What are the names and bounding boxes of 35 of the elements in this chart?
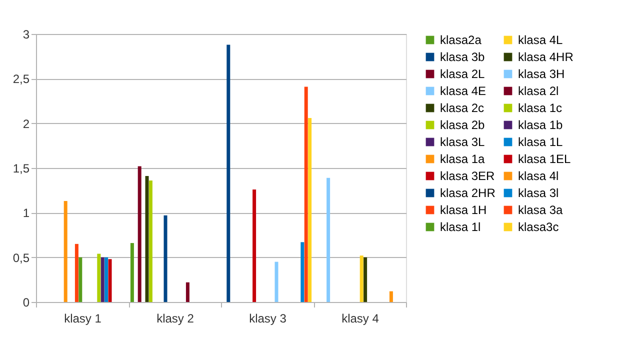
legend-label: klasa 2c: [440, 101, 484, 115]
legend-label: klasa 2b: [440, 118, 486, 132]
x-tick-label: klasy 3: [249, 312, 287, 326]
legend-label: klasa 1c: [518, 101, 562, 115]
legend-label: klasa 3l: [518, 186, 559, 200]
y-tick-label: 3: [22, 28, 30, 42]
legend-label: klasa 2HR: [440, 186, 496, 200]
legend-label: klasa 1EL: [518, 152, 572, 166]
y-tick-label: 2,5: [12, 72, 30, 86]
y-tick-label: 1: [22, 206, 30, 220]
y-tick-label: 1,5: [12, 162, 30, 176]
legend-label: klasa 3L: [440, 135, 486, 149]
legend-label: klasa 4E: [440, 84, 486, 98]
x-tick-label: klasy 1: [64, 312, 102, 326]
legend-label: klasa 1L: [518, 135, 564, 149]
legend-label: klasa 2L: [440, 67, 486, 81]
legend-label: klasa 1l: [440, 220, 481, 234]
legend-label: klasa 4HR: [518, 50, 574, 64]
legend-label: klasa3c: [518, 220, 559, 234]
x-tick-label: klasy 4: [342, 312, 380, 326]
legend-label: klasa 3H: [518, 67, 565, 81]
legend-label: klasa 3ER: [440, 169, 496, 183]
legend-label: klasa2a: [440, 33, 482, 47]
y-tick-label: 0: [22, 296, 30, 310]
y-tick-label: 2: [22, 116, 30, 131]
legend-label: klasa 3b: [440, 50, 486, 64]
legend-label: klasa 1H: [440, 203, 487, 217]
legend-label: klasa 4l: [518, 169, 559, 183]
y-tick-label: 0,5: [12, 250, 30, 265]
legend-label: klasa 1a: [440, 152, 486, 166]
legend-label: klasa 2l: [518, 84, 559, 98]
legend-label: klasa 4L: [518, 33, 564, 47]
legend-label: klasa 1b: [518, 118, 564, 132]
legend-label: klasa 3a: [518, 203, 564, 217]
x-tick-label: klasy 2: [156, 312, 194, 326]
